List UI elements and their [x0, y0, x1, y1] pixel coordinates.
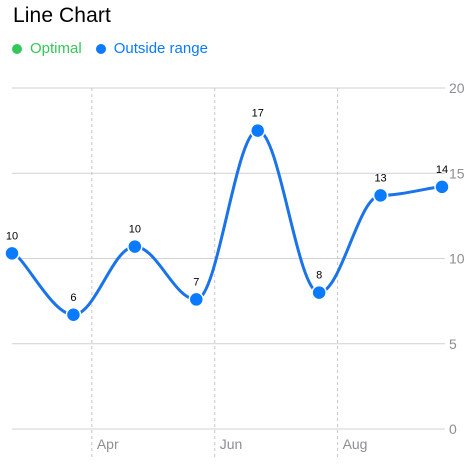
data-label: 6 [70, 292, 76, 304]
data-label: 8 [316, 270, 322, 282]
legend-dot-icon [12, 43, 22, 54]
data-label: 7 [193, 276, 199, 288]
legend-item-optimal[interactable]: Optimal [12, 40, 82, 57]
legend-label-outside-range: Outside range [113, 40, 208, 57]
data-point [249, 122, 266, 139]
y-tick-label: 10 [449, 251, 465, 267]
data-point [65, 307, 82, 323]
data-label: 14 [436, 164, 448, 176]
data-label: 10 [6, 230, 18, 242]
x-tick-label: Aug [343, 436, 368, 452]
legend-item-outside-range[interactable]: Outside range [95, 40, 208, 57]
chart-title: Line Chart [13, 4, 111, 27]
y-tick-label: 20 [449, 80, 465, 96]
legend-label-optimal: Optimal [30, 40, 82, 57]
data-point [188, 291, 205, 308]
data-point [434, 179, 450, 195]
data-label: 13 [374, 172, 386, 184]
data-label: 10 [129, 224, 141, 236]
x-tick-label: Apr [97, 436, 119, 452]
data-point [4, 245, 20, 262]
data-label: 17 [252, 108, 264, 120]
series-line-outside-range [10, 129, 444, 317]
legend-dot-icon [95, 43, 106, 54]
data-point [372, 187, 389, 204]
y-tick-label: 0 [449, 421, 457, 437]
x-tick-label: Jun [220, 436, 243, 452]
data-point [127, 238, 143, 255]
y-tick-label: 5 [449, 336, 457, 352]
y-tick-label: 15 [449, 165, 465, 181]
legend: Optimal Outside range [12, 40, 222, 57]
data-point [311, 284, 327, 301]
